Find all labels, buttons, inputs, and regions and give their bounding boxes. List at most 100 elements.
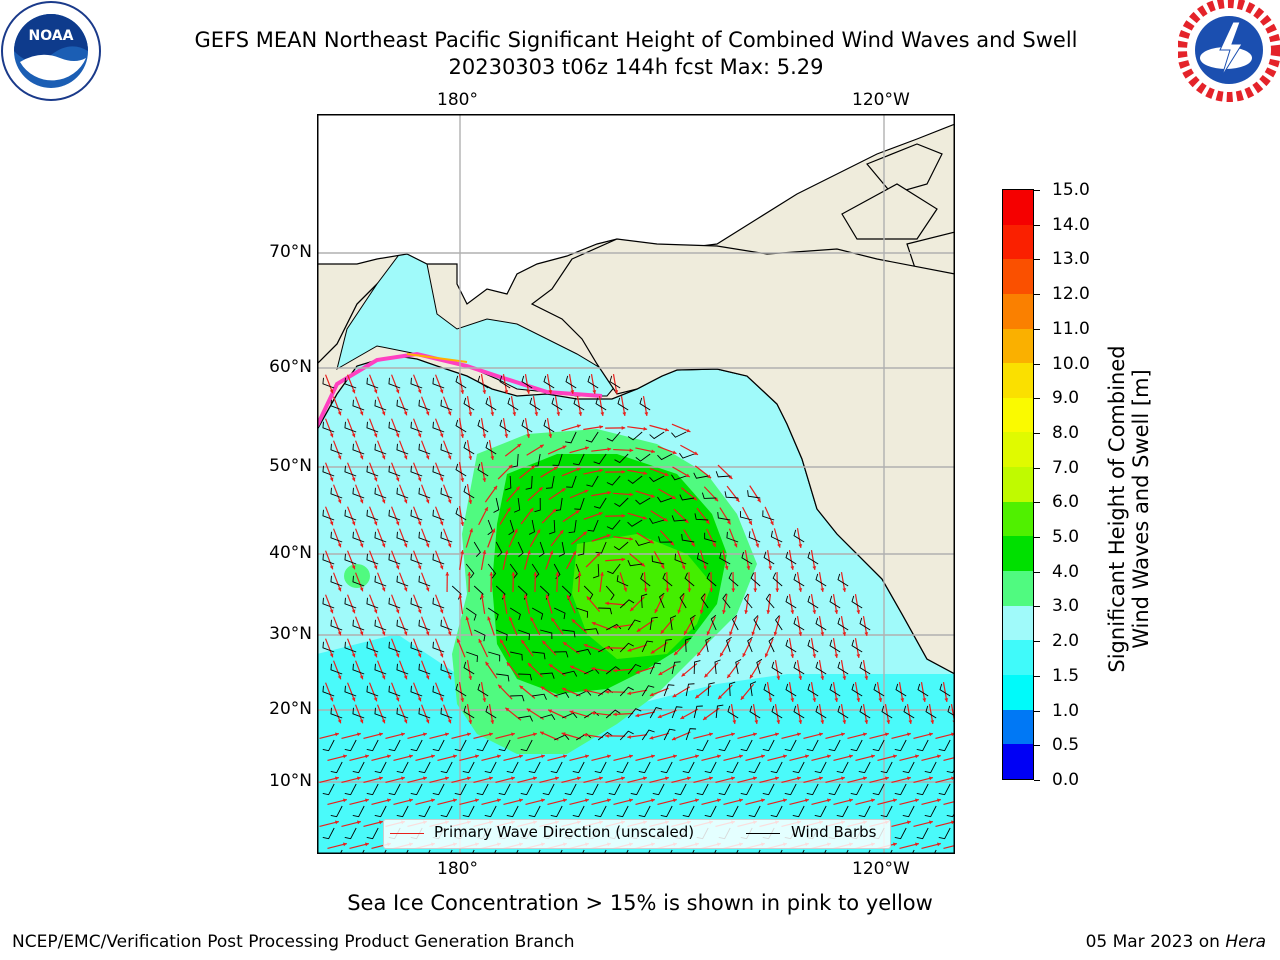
wave-direction-arrowhead (642, 516, 647, 520)
colorbar-segment (1003, 571, 1033, 606)
wind-barb (418, 663, 431, 675)
wind-barb (505, 475, 512, 491)
wind-barb (593, 453, 607, 465)
wave-direction-arrowhead (530, 617, 534, 622)
wave-direction-arrowhead (504, 390, 509, 394)
wind-barb (850, 783, 863, 796)
wind-barb (747, 490, 761, 499)
wind-barb (652, 783, 665, 796)
wave-direction-arrowhead (342, 842, 347, 847)
wave-direction-arrowhead (480, 594, 485, 598)
wind-barb (463, 661, 475, 675)
wave-direction-arrowhead (566, 594, 571, 599)
wave-direction-arrowhead (685, 473, 690, 477)
wave-direction-arrowhead (403, 587, 408, 592)
wind-barb (837, 705, 849, 719)
wave-direction-arrowhead (425, 675, 430, 680)
wind-barb (506, 805, 519, 818)
wave-direction-arrowhead (447, 455, 452, 460)
wave-direction-arrowhead (403, 499, 408, 504)
wind-barb (649, 707, 663, 719)
wind-barb (540, 714, 556, 721)
wind-barb (595, 541, 607, 554)
wave-direction-arrowhead (425, 455, 430, 460)
wind-barb (344, 465, 357, 477)
wave-direction-arrowhead (403, 455, 408, 460)
wind-barb (726, 761, 739, 774)
wind-barb (366, 597, 379, 609)
wave-direction-arrowhead (840, 776, 845, 781)
wind-barb (388, 465, 401, 477)
wind-barb (396, 761, 409, 774)
colorbar-tick-mark (1034, 780, 1040, 781)
wind-barb (895, 683, 907, 697)
wave-direction-arrowhead (518, 798, 523, 803)
wind-barb (542, 783, 555, 796)
wave-direction-arrowhead (460, 478, 465, 482)
wind-barb (322, 509, 335, 521)
wave-direction-arrowhead (417, 653, 422, 658)
wind-barb (605, 585, 615, 601)
wind-barb (793, 617, 805, 631)
wave-direction-arrowhead (447, 411, 452, 416)
wave-direction-arrowhead (650, 754, 655, 759)
wave-direction-arrowhead (378, 820, 383, 825)
wave-direction-arrowhead (944, 698, 949, 702)
wind-barb (638, 805, 651, 818)
wind-barb (485, 397, 497, 411)
wind-barb (916, 783, 929, 796)
wind-barb (793, 705, 805, 719)
wind-barb (627, 708, 642, 719)
wave-direction-arrowhead (540, 686, 545, 691)
wave-direction-arrowhead (381, 719, 386, 724)
wind-barb (784, 739, 797, 752)
wave-direction-arrowhead (600, 412, 605, 416)
wave-direction-arrowhead (928, 820, 933, 825)
wave-direction-arrowhead (510, 776, 515, 781)
wave-direction-arrowhead (908, 720, 913, 724)
wind-barb (641, 685, 655, 697)
wind-barb (946, 811, 955, 818)
wave-direction-arrowhead (561, 687, 566, 692)
map-legend: Primary Wave Direction (unscaled) Wind B… (383, 819, 891, 849)
wind-barb (330, 487, 343, 499)
wave-direction-arrowhead (490, 412, 495, 416)
wind-barb (704, 532, 717, 543)
wind-barb (606, 519, 621, 530)
wave-direction-arrowhead (482, 434, 487, 438)
wind-barb (509, 607, 521, 621)
wind-barb (432, 783, 445, 796)
wave-direction-arrowhead (425, 631, 430, 636)
wind-barb (807, 683, 819, 697)
colorbar-tick-mark (1034, 606, 1040, 608)
wave-direction-arrowhead (842, 676, 847, 680)
wind-barb (418, 805, 431, 818)
wave-direction-arrowhead (467, 572, 472, 576)
wave-direction-arrowhead (439, 697, 444, 702)
wave-direction-arrowhead (337, 455, 342, 460)
wind-barb (418, 443, 431, 455)
wave-direction-arrowhead (351, 433, 356, 438)
wave-direction-arrowhead (425, 543, 430, 548)
colorbar-segment (1003, 536, 1033, 572)
colorbar-tick-mark (1034, 294, 1040, 296)
wind-barb (573, 397, 585, 411)
wave-direction-arrowhead (444, 732, 449, 737)
wind-barb (529, 397, 541, 411)
wind-barb (410, 465, 423, 477)
colorbar-tick-mark (1034, 432, 1040, 434)
wind-barb (770, 805, 783, 818)
wave-direction-arrowhead (621, 469, 626, 474)
wind-barb (850, 739, 863, 752)
wind-barb (924, 761, 937, 774)
wind-barb (454, 783, 467, 796)
wave-direction-arrowhead (760, 798, 765, 803)
wind-barb (706, 572, 717, 587)
wave-direction-arrowhead (820, 676, 825, 680)
wave-direction-arrowhead (584, 798, 589, 803)
wind-barb (510, 651, 523, 661)
wave-direction-arrowhead (395, 653, 400, 658)
wave-direction-arrow (943, 844, 955, 850)
wind-barb (762, 510, 775, 521)
wave-direction-arrowhead (704, 673, 709, 678)
